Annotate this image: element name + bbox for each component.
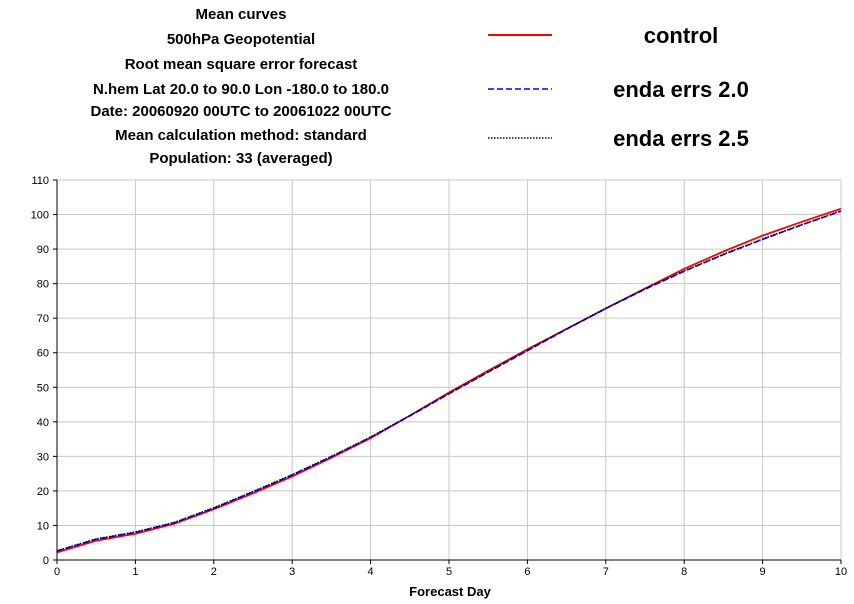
x-tick-label: 0 — [54, 566, 60, 578]
legend-label-1: control — [644, 23, 719, 48]
x-tick-label: 10 — [835, 566, 847, 578]
y-tick-label: 110 — [31, 175, 49, 187]
x-tick-label: 4 — [368, 566, 374, 578]
title-line: Root mean square error forecast — [125, 56, 358, 73]
chart-title-block: Mean curves 500hPa Geopotential Root mea… — [90, 6, 391, 167]
y-tick-label: 90 — [37, 244, 49, 256]
title-line: Mean calculation method: standard — [115, 127, 367, 144]
y-tick-label: 70 — [37, 313, 49, 325]
x-tick-label: 7 — [603, 566, 609, 578]
y-tick-label: 100 — [31, 210, 49, 222]
y-tick-label: 50 — [37, 382, 49, 394]
x-tick-label: 5 — [446, 566, 452, 578]
y-tick-label: 0 — [43, 555, 49, 567]
x-tick-label: 3 — [289, 566, 295, 578]
y-tick-label: 30 — [37, 451, 49, 463]
legend-label-3: enda errs 2.5 — [613, 126, 749, 151]
x-tick-label: 8 — [681, 566, 687, 578]
x-tick-label: 2 — [211, 566, 217, 578]
y-tick-label: 80 — [37, 279, 49, 291]
y-tick-label: 40 — [37, 417, 49, 429]
chart-legend: control enda errs 2.0 enda errs 2.5 — [488, 23, 749, 151]
legend-label-2: enda errs 2.0 — [613, 77, 749, 102]
x-tick-label: 6 — [524, 566, 530, 578]
title-line: 500hPa Geopotential — [167, 31, 315, 48]
title-line: Date: 20060920 00UTC to 20061022 00UTC — [90, 103, 391, 120]
series-line-3 — [56, 209, 842, 552]
series-layer — [56, 207, 842, 554]
series-line-1 — [56, 207, 842, 554]
chart-axes — [53, 179, 842, 564]
y-tick-label: 60 — [37, 348, 49, 360]
y-tick-label: 20 — [37, 486, 49, 498]
x-axis-title: Forecast Day — [409, 584, 491, 599]
series-line-2 — [56, 210, 842, 552]
title-line: N.hem Lat 20.0 to 90.0 Lon -180.0 to 180… — [93, 81, 389, 98]
title-line: Population: 33 (averaged) — [149, 150, 332, 167]
y-tick-label: 10 — [37, 520, 49, 532]
title-line: Mean curves — [196, 6, 287, 23]
chart-grid — [56, 179, 842, 561]
x-tick-label: 9 — [760, 566, 766, 578]
x-tick-label: 1 — [132, 566, 138, 578]
